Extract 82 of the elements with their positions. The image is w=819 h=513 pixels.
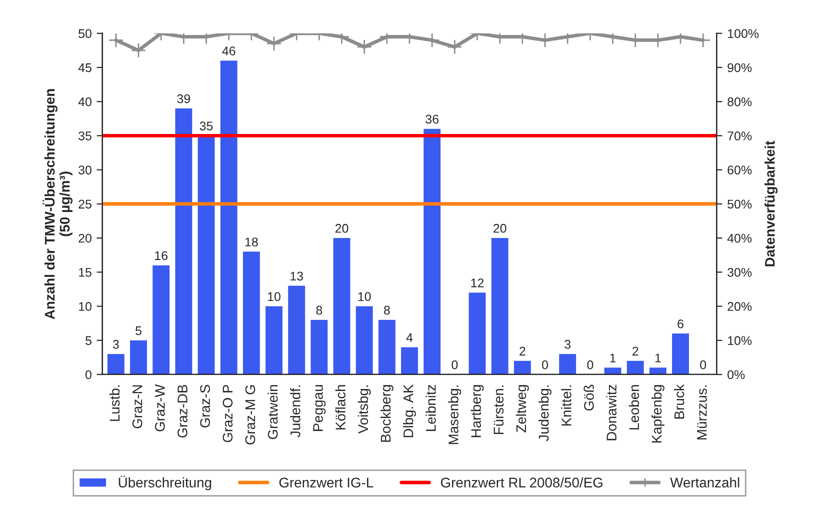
- x-tick-label: Gratwein: [268, 385, 278, 440]
- data-label: 0: [700, 360, 706, 370]
- x-tick-label: Peggau: [313, 385, 326, 431]
- data-label: 39: [177, 94, 190, 104]
- legend-label: Wertanzahl: [670, 477, 740, 488]
- y2-tick-label: 100%: [728, 29, 759, 38]
- x-tick-label: Graz-W: [154, 384, 165, 432]
- data-label: 12: [471, 278, 484, 288]
- legend-label: Grenzwert RL 2008/50/EG: [440, 477, 602, 488]
- data-label: 46: [222, 46, 236, 56]
- x-tick-label: Voitsbg.: [358, 385, 371, 434]
- data-label: 18: [245, 238, 258, 246]
- data-label: 20: [494, 224, 506, 233]
- y2-tick-label: 80%: [728, 97, 752, 106]
- x-tick-label: Judendf.: [290, 385, 300, 438]
- data-label: 20: [335, 224, 348, 233]
- data-label: 5: [136, 326, 142, 336]
- x-tick-label: Graz-M G: [245, 385, 256, 444]
- x-tick-label: Graz-N: [132, 385, 142, 428]
- data-label: 35: [200, 122, 213, 130]
- y-tick-label: 10: [79, 302, 92, 311]
- x-tick-label: Leibnitz: [426, 384, 436, 431]
- data-label: 10: [268, 292, 280, 302]
- y-axis-title: Anzahl der TMW-Überschreitungen (50 µg/m³): [42, 89, 72, 320]
- data-label: 2: [632, 346, 638, 356]
- y-tick-label: 35: [78, 131, 92, 140]
- y2-axis-title: Datenverfügbarkeit: [764, 140, 778, 266]
- y2-tick-label: 40%: [727, 234, 752, 243]
- y2-tick-label: 0%: [728, 370, 745, 380]
- x-tick-label: Bruck: [674, 384, 684, 419]
- x-tick-label: Mürzzus.: [697, 385, 707, 440]
- data-label: 8: [384, 306, 390, 315]
- x-tick-label: Graz-DB: [178, 384, 188, 438]
- y-tick-label: 50: [78, 29, 92, 38]
- data-label: 6: [678, 319, 684, 328]
- y2-tick-label: 10%: [728, 336, 752, 346]
- data-label: 8: [316, 306, 322, 315]
- x-tick-label: Göß: [584, 384, 594, 411]
- data-label: 3: [564, 340, 571, 349]
- x-tick-label: Zeltweg: [516, 385, 529, 432]
- y-tick-label: 30: [78, 166, 92, 174]
- data-label: 4: [406, 333, 413, 342]
- x-tick-label: Knittel.: [561, 385, 572, 426]
- data-label: 0: [452, 360, 458, 370]
- y2-tick-label: 30%: [728, 268, 752, 277]
- x-tick-label: Kapfenbg: [651, 385, 664, 443]
- x-tick-label: Bockberg: [380, 385, 394, 442]
- y-tick-label: 45: [78, 63, 92, 72]
- data-label: 2: [520, 346, 526, 356]
- x-tick-label: Köflach: [335, 385, 346, 430]
- data-label: 13: [290, 272, 303, 281]
- data-label: 1: [655, 354, 661, 362]
- data-label: 3: [112, 340, 119, 349]
- y2-tick-label: 50%: [728, 200, 752, 209]
- y2-tick-label: 70%: [728, 131, 752, 140]
- x-tick-label: Judenbg.: [538, 385, 552, 442]
- x-tick-label: Leoben: [628, 385, 640, 430]
- legend-label: Überschreitung: [118, 476, 212, 490]
- x-tick-label: Dlbg. AK: [403, 384, 416, 438]
- y-tick-label: 20: [78, 234, 92, 243]
- x-tick-label: Graz-O P: [222, 384, 233, 442]
- data-label: 16: [155, 251, 168, 260]
- x-tick-label: Donawitz: [606, 384, 616, 440]
- y-tick-label: 40: [78, 97, 92, 106]
- x-tick-label: Lustb.: [109, 385, 120, 421]
- x-tick-label: Graz-S: [200, 384, 210, 428]
- x-tick-label: Hartberg: [470, 385, 484, 438]
- data-label: 10: [358, 292, 371, 302]
- data-label: 36: [426, 114, 438, 124]
- data-label: 1: [610, 354, 616, 362]
- y2-tick-label: 20%: [728, 302, 752, 311]
- y2-tick-label: 90%: [728, 63, 752, 72]
- y-tick-label: 0: [85, 370, 92, 380]
- x-tick-label: Masenbg.: [448, 385, 462, 444]
- data-label: 0: [542, 360, 548, 370]
- y-tick-label: 15: [79, 268, 92, 277]
- y-tick-label: 25: [78, 200, 92, 209]
- y-tick-label: 5: [86, 336, 92, 346]
- y2-tick-label: 60%: [728, 166, 752, 174]
- legend-label: Grenzwert IG-L: [279, 478, 374, 488]
- data-label: 0: [587, 360, 594, 370]
- x-tick-label: Fürsten.: [494, 385, 504, 434]
